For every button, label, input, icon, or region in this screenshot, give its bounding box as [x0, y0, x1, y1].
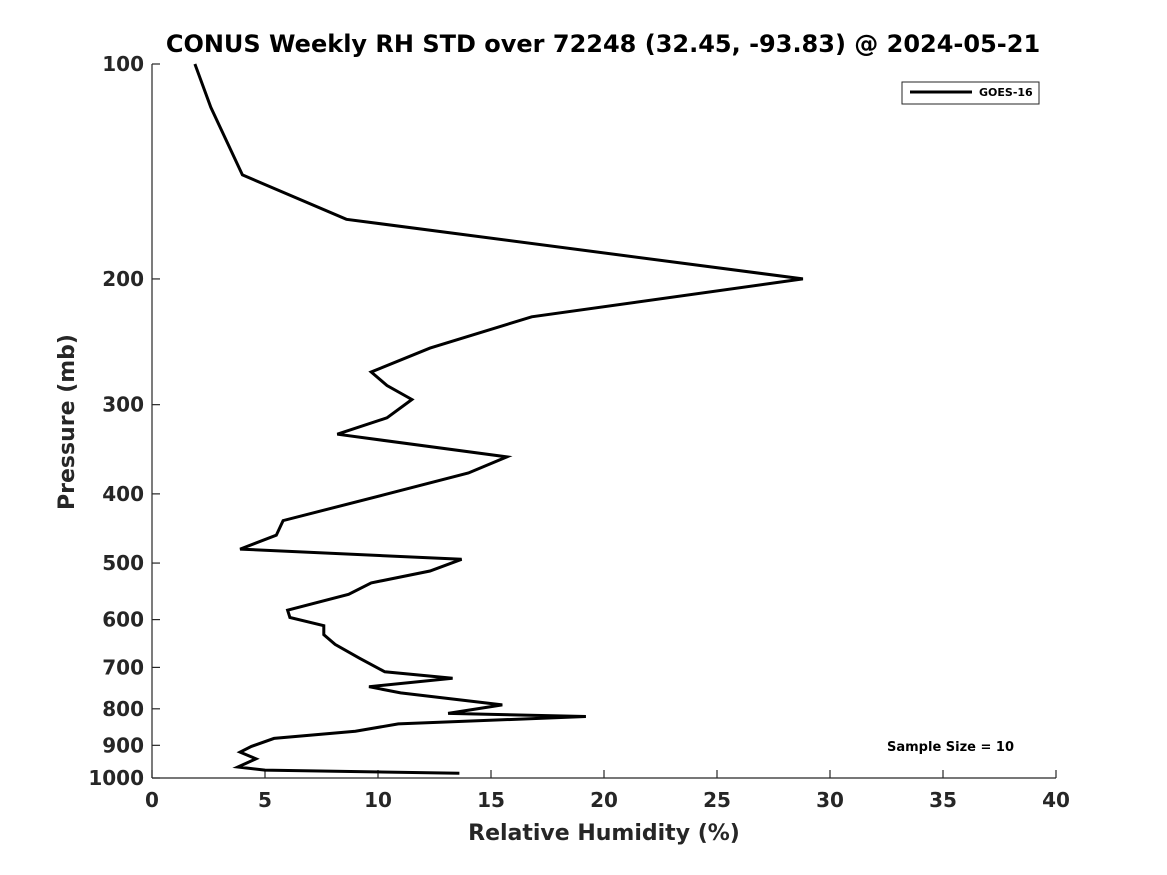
x-tick-label: 10 — [364, 788, 392, 812]
legend-label-goes-16: GOES-16 — [979, 86, 1033, 99]
x-tick-label: 20 — [590, 788, 618, 812]
y-tick-label: 800 — [102, 697, 144, 721]
x-tick-label: 40 — [1042, 788, 1070, 812]
y-tick-label: 200 — [102, 267, 144, 291]
x-tick-label: 30 — [816, 788, 844, 812]
y-axis-ticks: 100 200 300 400 500 600 700 800 900 1000 — [88, 52, 160, 790]
y-tick-label: 400 — [102, 482, 144, 506]
y-tick-label: 300 — [102, 393, 144, 417]
series-layer — [193, 63, 804, 775]
x-tick-label: 25 — [703, 788, 731, 812]
y-axis-label: Pressure (mb) — [55, 334, 80, 510]
y-tick-label: 500 — [102, 551, 144, 575]
x-tick-label: 35 — [929, 788, 957, 812]
y-tick-label: 700 — [102, 655, 144, 679]
chart-title: CONUS Weekly RH STD over 72248 (32.45, -… — [166, 30, 1040, 58]
x-axis-label: Relative Humidity (%) — [468, 821, 740, 846]
y-tick-label: 1000 — [88, 766, 144, 790]
y-tick-label: 100 — [102, 52, 144, 76]
x-tick-label: 15 — [477, 788, 505, 812]
sample-size-annotation: Sample Size = 10 — [887, 740, 1014, 755]
y-tick-label: 600 — [102, 608, 144, 632]
series-line-goes-16 — [193, 63, 804, 775]
x-axis-ticks: 0 5 10 15 20 25 30 35 40 — [145, 770, 1070, 812]
legend: GOES-16 — [901, 81, 1040, 105]
x-tick-label: 0 — [145, 788, 159, 812]
y-tick-label: 900 — [102, 733, 144, 757]
x-tick-label: 5 — [258, 788, 272, 812]
